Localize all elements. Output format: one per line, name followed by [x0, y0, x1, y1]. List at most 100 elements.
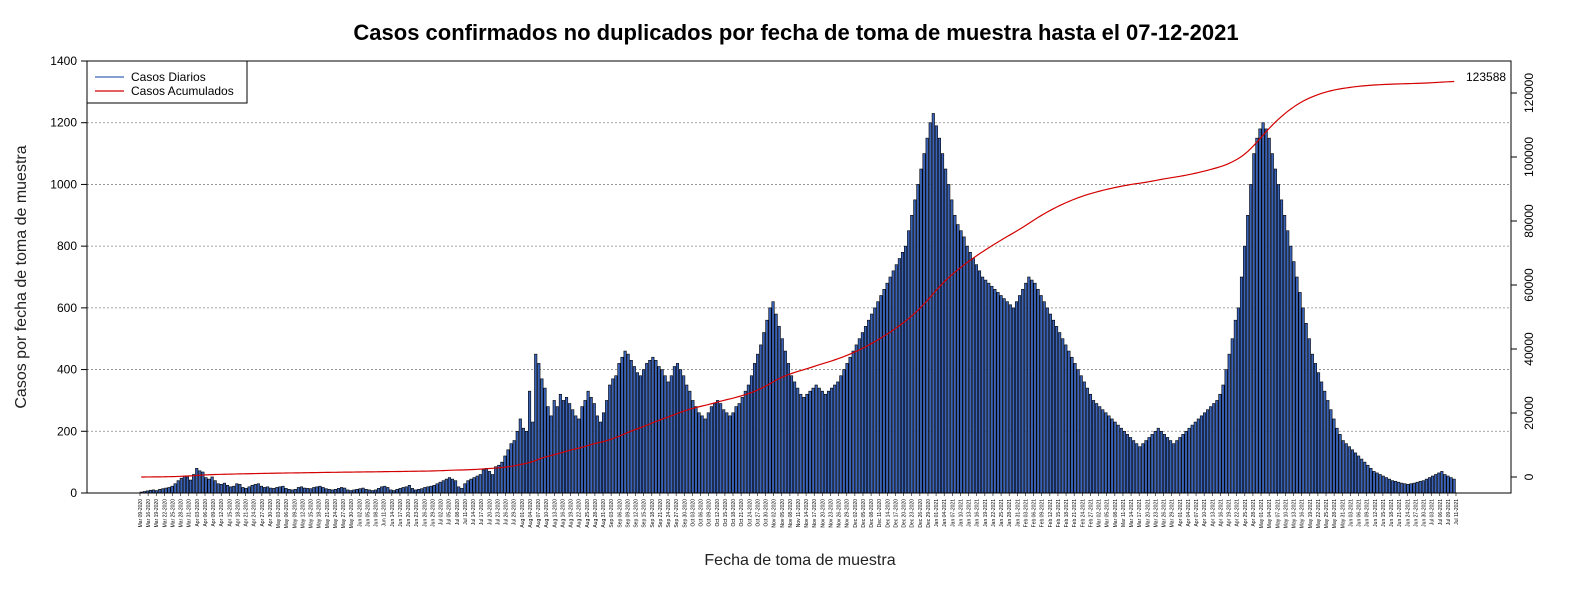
daily-bar — [438, 481, 442, 494]
daily-bar — [1255, 137, 1259, 494]
daily-bar — [1159, 430, 1163, 494]
x-tick-label: Jun 27-2021 — [1413, 499, 1419, 527]
x-tick-label: Dec 14-2020 — [885, 499, 891, 528]
x-tick-label: May 12-2020 — [300, 499, 306, 528]
daily-bar — [793, 381, 797, 494]
x-tick-label: Dec 17-2020 — [893, 499, 899, 528]
x-tick-label: Dec 23-2020 — [910, 499, 916, 528]
x-tick-label: May 13-2021 — [1292, 499, 1298, 528]
x-tick-label: Mar 23-2021 — [1153, 499, 1159, 528]
x-tick-label: Oct 18-2020 — [731, 499, 737, 527]
daily-bar — [179, 477, 183, 494]
daily-bar — [1227, 353, 1231, 494]
daily-bar — [1431, 475, 1435, 494]
daily-bar — [651, 356, 655, 494]
daily-bar — [605, 400, 609, 494]
daily-bar — [617, 363, 621, 494]
x-tick-label: May 28-2021 — [1332, 499, 1338, 528]
y2-tick-label: 20000 — [1522, 396, 1536, 430]
daily-bar — [540, 378, 544, 494]
daily-bar — [1215, 400, 1219, 494]
daily-bar — [1193, 421, 1197, 494]
x-tick-label: Feb 09-2021 — [1040, 499, 1046, 528]
daily-bar — [922, 153, 926, 494]
daily-bar — [842, 369, 846, 494]
daily-bar — [1329, 409, 1333, 494]
daily-bar — [1323, 390, 1327, 494]
x-tick-label: Mar 26-2021 — [1162, 499, 1168, 528]
daily-bar — [1212, 403, 1216, 494]
x-tick-label: Aug 28-2020 — [593, 499, 599, 528]
x-tick-label: Oct 27-2020 — [755, 499, 761, 527]
daily-bar — [679, 369, 683, 494]
daily-bar — [944, 168, 948, 494]
x-tick-label: Mar 20-2021 — [1145, 499, 1151, 528]
daily-bar — [1434, 474, 1438, 494]
x-tick-label: Oct 09-2020 — [707, 499, 713, 527]
daily-bar — [635, 372, 639, 494]
daily-bar — [1036, 289, 1040, 494]
daily-bar — [410, 488, 414, 494]
daily-bar — [577, 418, 581, 494]
daily-bar — [164, 487, 168, 494]
daily-bar — [534, 353, 538, 494]
x-tick-label: May 27-2020 — [341, 499, 347, 528]
daily-bar — [219, 484, 223, 494]
daily-bar — [666, 381, 670, 494]
daily-bar — [1082, 381, 1086, 494]
x-tick-label: Apr 03-2020 — [195, 499, 201, 527]
daily-bar — [494, 466, 498, 494]
x-tick-label: Mar 19-2020 — [154, 499, 160, 528]
daily-bar — [241, 487, 245, 494]
daily-bar — [364, 488, 368, 494]
daily-bar — [552, 400, 556, 494]
daily-bar — [1421, 480, 1425, 494]
daily-bar — [1387, 478, 1391, 494]
x-tick-label: Jul 29-2020 — [512, 499, 518, 525]
daily-bar — [1363, 461, 1367, 494]
daily-bar — [192, 474, 196, 494]
x-tick-label: Nov 29-2020 — [845, 499, 851, 528]
daily-bar — [876, 301, 880, 494]
daily-bar — [1258, 128, 1262, 494]
y2-tick-label: 40000 — [1522, 332, 1536, 366]
x-tick-label: Oct 06-2020 — [699, 499, 705, 527]
daily-bar — [598, 421, 602, 494]
daily-bar — [900, 252, 905, 494]
x-tick-label: Dec 11-2020 — [877, 499, 883, 527]
daily-bar — [303, 487, 307, 494]
daily-bar — [805, 393, 809, 494]
daily-bar — [1372, 471, 1376, 494]
x-tick-label: Jan 16-2021 — [975, 499, 981, 527]
daily-bar — [830, 387, 834, 494]
daily-bar — [629, 360, 633, 494]
daily-bar — [1415, 481, 1419, 494]
daily-bar — [823, 393, 827, 494]
daily-bar — [238, 484, 242, 494]
daily-bar — [740, 397, 744, 494]
daily-bar — [1178, 437, 1182, 494]
x-tick-label: Mar 08-2021 — [1113, 499, 1119, 528]
daily-bar — [1403, 483, 1407, 494]
x-tick-label: Mar 02-2021 — [1097, 499, 1103, 528]
daily-bar — [1113, 421, 1117, 494]
x-tick-label: Jan 22-2021 — [991, 499, 997, 527]
daily-bar — [894, 264, 898, 494]
daily-bar — [762, 332, 766, 494]
x-tick-label: May 01-2021 — [1259, 499, 1265, 528]
daily-bar — [537, 363, 541, 494]
daily-bar — [1125, 434, 1129, 494]
x-tick-label: May 04-2021 — [1267, 499, 1273, 528]
daily-bar — [863, 326, 868, 494]
x-tick-label: Jan 01-2021 — [934, 499, 940, 527]
x-tick-label: Apr 30-2020 — [268, 499, 274, 527]
daily-bar — [266, 486, 270, 494]
daily-bar — [947, 184, 951, 494]
daily-bar — [235, 483, 239, 494]
daily-bar — [925, 137, 929, 494]
x-tick-label: Mar 11-2021 — [1121, 499, 1127, 527]
x-tick-label: Aug 13-2020 — [552, 499, 558, 528]
daily-bar — [275, 487, 279, 494]
daily-bar — [1184, 430, 1188, 494]
x-tick-label: Aug 07-2020 — [536, 499, 542, 528]
